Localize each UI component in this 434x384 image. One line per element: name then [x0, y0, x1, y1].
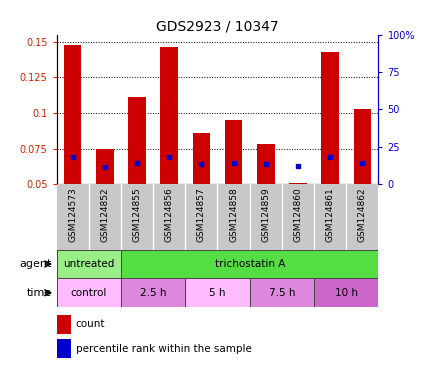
Text: GSM124861: GSM124861 — [325, 188, 334, 242]
Bar — [345, 184, 378, 250]
Text: 10 h: 10 h — [334, 288, 357, 298]
Bar — [192, 133, 210, 184]
Bar — [353, 109, 370, 184]
Text: untreated: untreated — [63, 259, 114, 269]
Bar — [289, 183, 306, 184]
Bar — [249, 184, 281, 250]
Text: GSM124857: GSM124857 — [197, 188, 205, 242]
Bar — [56, 250, 121, 278]
Text: count: count — [76, 319, 105, 329]
Bar — [64, 45, 81, 184]
Bar — [224, 120, 242, 184]
Text: GSM124860: GSM124860 — [293, 188, 302, 242]
Text: agent: agent — [20, 259, 52, 269]
Text: GSM124855: GSM124855 — [132, 188, 141, 242]
Bar — [56, 184, 89, 250]
Text: GSM124856: GSM124856 — [164, 188, 173, 242]
Bar — [185, 278, 249, 307]
Bar — [256, 144, 274, 184]
Bar — [121, 184, 153, 250]
Text: percentile rank within the sample: percentile rank within the sample — [76, 344, 251, 354]
Text: 2.5 h: 2.5 h — [140, 288, 166, 298]
Bar — [56, 278, 121, 307]
Text: time: time — [27, 288, 52, 298]
Text: control: control — [70, 288, 107, 298]
Bar — [217, 184, 249, 250]
Bar — [313, 184, 345, 250]
Bar — [153, 184, 185, 250]
Bar — [56, 314, 71, 333]
Text: 7.5 h: 7.5 h — [268, 288, 294, 298]
Bar — [249, 278, 313, 307]
Text: 5 h: 5 h — [209, 288, 225, 298]
Text: GSM124858: GSM124858 — [229, 188, 237, 242]
Title: GDS2923 / 10347: GDS2923 / 10347 — [156, 20, 278, 33]
Bar — [56, 339, 71, 359]
Bar — [321, 52, 338, 184]
Bar — [121, 250, 378, 278]
Text: trichostatin A: trichostatin A — [214, 259, 284, 269]
Bar — [281, 184, 313, 250]
Bar — [121, 278, 185, 307]
Bar — [313, 278, 378, 307]
Bar — [89, 184, 121, 250]
Bar — [96, 149, 113, 184]
Bar — [185, 184, 217, 250]
Text: GSM124862: GSM124862 — [357, 188, 366, 242]
Bar — [128, 97, 145, 184]
Text: GSM124859: GSM124859 — [261, 188, 270, 242]
Bar — [160, 47, 178, 184]
Text: GSM124573: GSM124573 — [68, 188, 77, 242]
Text: GSM124852: GSM124852 — [100, 188, 109, 242]
